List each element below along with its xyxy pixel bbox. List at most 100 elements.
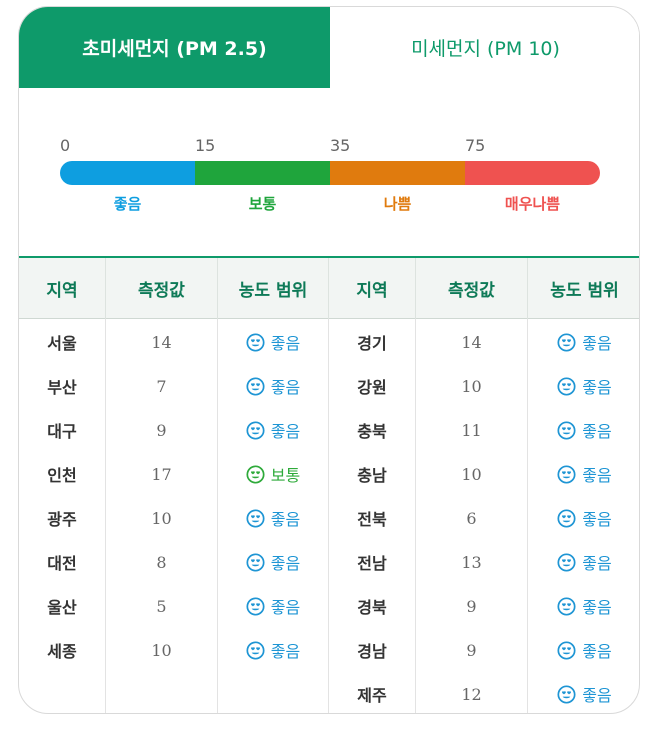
table-cell-region: 강원 bbox=[357, 378, 387, 397]
table-cell-grade: 좋음 bbox=[528, 584, 639, 628]
smiling-face-with-heart-eyes-icon bbox=[246, 508, 265, 528]
grade-label: 좋음 bbox=[582, 554, 612, 573]
scale-bar bbox=[60, 161, 600, 185]
table-cell-region: 광주 bbox=[47, 510, 77, 529]
header-grade: 농도 범위 bbox=[218, 258, 329, 319]
smiling-face-with-heart-eyes-icon bbox=[246, 420, 265, 440]
scale-segment-very-bad bbox=[465, 161, 600, 185]
table-cell-grade: 좋음 bbox=[218, 628, 328, 672]
grade-column: 좋음 좋음 좋음 보통 좋음 좋음 좋음 좋음 bbox=[218, 319, 329, 713]
table-cell-grade: 좋음 bbox=[528, 540, 639, 584]
smiling-face-with-heart-eyes-icon bbox=[246, 464, 265, 484]
table-cell-value: 12 bbox=[461, 684, 482, 704]
scale-segment-normal bbox=[195, 161, 330, 185]
table-cell-region: 대전 bbox=[47, 554, 77, 573]
table-cell-region: 부산 bbox=[47, 378, 77, 397]
tab-pm10[interactable]: 미세먼지 (PM 10) bbox=[330, 7, 639, 88]
pollutant-tabs: 초미세먼지 (PM 2.5) 미세먼지 (PM 10) bbox=[19, 7, 639, 88]
smiling-face-with-heart-eyes-icon bbox=[557, 596, 576, 616]
grade-label: 좋음 bbox=[270, 554, 301, 573]
table-cell-value: 13 bbox=[461, 552, 482, 572]
grade-label: 좋음 bbox=[270, 422, 301, 441]
table-cell-region: 전북 bbox=[357, 510, 387, 529]
table-cell-region: 충북 bbox=[357, 422, 387, 441]
value-column: 14 7 9 17 10 8 5 10 bbox=[106, 319, 218, 713]
table-cell-grade: 좋음 bbox=[218, 320, 328, 364]
table-cell-value: 10 bbox=[461, 464, 482, 484]
table-cell-region: 충남 bbox=[357, 466, 387, 485]
table-cell-grade: 좋음 bbox=[218, 496, 328, 540]
table-cell-value: 7 bbox=[156, 376, 167, 396]
grade-label: 좋음 bbox=[270, 642, 301, 661]
table-cell-grade: 좋음 bbox=[218, 584, 328, 628]
table-cell-region: 울산 bbox=[47, 598, 77, 617]
smiling-face-with-heart-eyes-icon bbox=[557, 464, 576, 484]
table-cell-value: 14 bbox=[461, 332, 482, 352]
value-column: 14 10 11 10 6 13 9 9 12 bbox=[416, 319, 528, 713]
smiling-face-with-heart-eyes-icon bbox=[246, 552, 265, 572]
grade-label: 좋음 bbox=[582, 422, 612, 441]
table-cell-value: 10 bbox=[151, 508, 172, 528]
table-cell-value: 17 bbox=[151, 464, 172, 484]
region-column: 서울 부산 대구 인천 광주 대전 울산 세종 bbox=[19, 319, 106, 713]
header-value: 측정값 bbox=[416, 258, 528, 319]
table-cell-grade: 좋음 bbox=[528, 320, 639, 364]
scale-label-bad: 나쁨 bbox=[383, 195, 412, 213]
table-cell-value: 11 bbox=[461, 420, 482, 440]
scale-segment-bad bbox=[330, 161, 465, 185]
smiling-face-with-heart-eyes-icon bbox=[246, 640, 265, 660]
grade-column: 좋음 좋음 좋음 좋음 좋음 좋음 좋음 좋음 좋음 bbox=[528, 319, 639, 713]
grade-label: 좋음 bbox=[582, 378, 612, 397]
table-cell-grade: 좋음 bbox=[528, 364, 639, 408]
table-cell-region: 세종 bbox=[47, 642, 77, 661]
table-cell-value: 14 bbox=[151, 332, 172, 352]
grade-label: 보통 bbox=[270, 466, 301, 485]
table-cell-grade: 좋음 bbox=[528, 672, 639, 713]
table-cell-region: 경기 bbox=[357, 334, 387, 353]
smiling-face-with-heart-eyes-icon bbox=[557, 508, 576, 528]
table-cell-region: 제주 bbox=[357, 686, 387, 705]
scale-tick: 0 bbox=[60, 136, 71, 155]
tab-pm25[interactable]: 초미세먼지 (PM 2.5) bbox=[19, 7, 330, 88]
region-table: 지역 측정값 농도 범위 지역 측정값 농도 범위 서울 부산 대구 인천 광주 대전 울산… bbox=[19, 256, 639, 713]
scale-segment-good bbox=[60, 161, 195, 185]
grade-label: 좋음 bbox=[582, 686, 612, 705]
table-cell-value: 10 bbox=[461, 376, 482, 396]
smiling-face-with-heart-eyes-icon bbox=[557, 640, 576, 660]
smiling-face-with-heart-eyes-icon bbox=[557, 332, 576, 352]
smiling-face-with-heart-eyes-icon bbox=[557, 420, 576, 440]
grade-label: 좋음 bbox=[270, 378, 301, 397]
scale-label-normal: 보통 bbox=[248, 195, 277, 213]
table-body: 서울 부산 대구 인천 광주 대전 울산 세종 14 7 9 17 10 8 5 10 좋음 좋음 좋음 보통 좋음… bbox=[19, 319, 639, 713]
concentration-scale: 0 15 35 75 좋음 보통 나쁨 매우나쁨 bbox=[19, 88, 639, 256]
header-grade: 농도 범위 bbox=[550, 281, 619, 301]
header-region: 지역 bbox=[19, 258, 106, 319]
scale-tick: 75 bbox=[465, 136, 486, 155]
grade-label: 좋음 bbox=[270, 334, 301, 353]
table-cell-region: 대구 bbox=[47, 422, 77, 441]
table-cell-grade: 좋음 bbox=[218, 408, 328, 452]
table-cell-grade: 좋음 bbox=[528, 628, 639, 672]
scale-tick: 35 bbox=[330, 136, 351, 155]
header-region: 지역 bbox=[329, 258, 416, 319]
table-cell-value: 8 bbox=[156, 552, 167, 572]
table-cell-region: 전남 bbox=[357, 554, 387, 573]
table-cell-grade: 좋음 bbox=[218, 540, 328, 584]
smiling-face-with-heart-eyes-icon bbox=[246, 596, 265, 616]
table-cell-grade: 좋음 bbox=[528, 496, 639, 540]
grade-label: 좋음 bbox=[582, 598, 612, 617]
grade-label: 좋음 bbox=[582, 466, 612, 485]
scale-label-good: 좋음 bbox=[113, 195, 142, 213]
region-column: 경기 강원 충북 충남 전북 전남 경북 경남 제주 bbox=[329, 319, 416, 713]
table-cell-value: 9 bbox=[466, 640, 477, 660]
grade-label: 좋음 bbox=[582, 642, 612, 661]
grade-label: 좋음 bbox=[270, 510, 301, 529]
smiling-face-with-heart-eyes-icon bbox=[246, 376, 265, 396]
smiling-face-with-heart-eyes-icon bbox=[246, 332, 265, 352]
grade-label: 좋음 bbox=[582, 334, 612, 353]
smiling-face-with-heart-eyes-icon bbox=[557, 376, 576, 396]
header-value: 측정값 bbox=[106, 258, 218, 319]
table-cell-grade: 보통 bbox=[218, 452, 328, 496]
grade-label: 좋음 bbox=[582, 510, 612, 529]
table-cell-grade: 좋음 bbox=[528, 452, 639, 496]
